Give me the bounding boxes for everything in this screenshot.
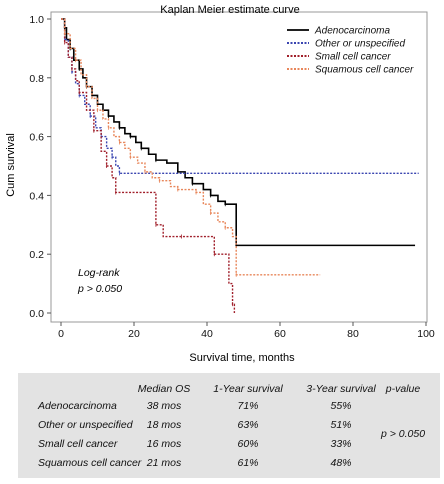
logrank-label: Log-rank: [78, 267, 120, 279]
plot-frame: [50, 11, 428, 323]
legend-label: Other or unspecified: [315, 39, 405, 50]
row-1yr: 60%: [237, 438, 259, 450]
x-tick-label: 20: [128, 328, 140, 340]
table-row: Other or unspecified 18 mos 63% 51%: [18, 419, 440, 437]
header-median-os: Median OS: [137, 383, 191, 395]
row-1yr: 61%: [237, 457, 259, 469]
header-3yr: 3-Year survival: [306, 383, 376, 395]
series-line-small-cell-cancer: [61, 18, 236, 313]
y-tick-label: 1.0: [29, 14, 44, 26]
row-3yr: 48%: [330, 457, 352, 469]
table-row: Adenocarcinoma 38 mos 71% 55%: [18, 400, 440, 418]
row-name: Squamous cell cancer: [38, 457, 142, 469]
row-3yr: 51%: [330, 419, 352, 431]
survival-table: Median OS 1-Year survival 3-Year surviva…: [18, 373, 440, 478]
row-name: Other or unspecified: [38, 419, 133, 431]
header-1yr: 1-Year survival: [213, 383, 283, 395]
table-pvalue: p > 0.050: [380, 428, 426, 440]
row-median-os: 38 mos: [146, 400, 182, 412]
header-pvalue: p-value: [385, 383, 421, 395]
legend-label: Small cell cancer: [315, 52, 391, 63]
row-median-os: 18 mos: [146, 419, 182, 431]
y-tick-label: 0.2: [29, 249, 44, 261]
y-tick-label: 0.6: [29, 132, 44, 144]
y-tick-label: 0.8: [29, 73, 44, 85]
legend-label: Squamous cell cancer: [315, 65, 414, 76]
row-3yr: 33%: [330, 438, 352, 450]
row-median-os: 21 mos: [146, 457, 182, 469]
km-chart: 0 20 40 60 80 100 0.0 0.2 0.4 0.6 0.8 1.0 Kaplan Me…: [5, 4, 435, 364]
logrank-pvalue: p > 0.050: [77, 283, 122, 295]
x-tick-label: 0: [58, 328, 64, 340]
row-name: Small cell cancer: [38, 438, 118, 450]
y-tick-label: 0.0: [29, 308, 44, 320]
x-tick-label: 40: [201, 328, 213, 340]
row-1yr: 63%: [237, 419, 259, 431]
row-1yr: 71%: [237, 400, 259, 412]
x-tick-label: 60: [274, 328, 286, 340]
row-3yr: 55%: [330, 400, 352, 412]
x-tick-label: 100: [417, 328, 435, 340]
series-line-adenocarcinoma: [61, 18, 416, 247]
y-axis-label: Cum survival: [5, 133, 17, 197]
row-name: Adenocarcinoma: [38, 400, 117, 412]
chart-title: Kaplan Meier estimate curve: [160, 4, 299, 16]
row-median-os: 16 mos: [146, 438, 182, 450]
table-row: Squamous cell cancer 21 mos 61% 48%: [18, 457, 440, 475]
legend: Adenocarcinoma Other or unspecified Small …: [287, 26, 414, 76]
legend-label: Adenocarcinoma: [314, 26, 390, 37]
x-tick-label: 80: [347, 328, 359, 340]
y-tick-label: 0.4: [29, 190, 44, 202]
x-axis-label: Survival time, months: [189, 352, 295, 364]
table-row: Small cell cancer 16 mos 60% 33%: [18, 438, 440, 456]
table-header-row: Median OS 1-Year survival 3-Year surviva…: [18, 383, 440, 401]
